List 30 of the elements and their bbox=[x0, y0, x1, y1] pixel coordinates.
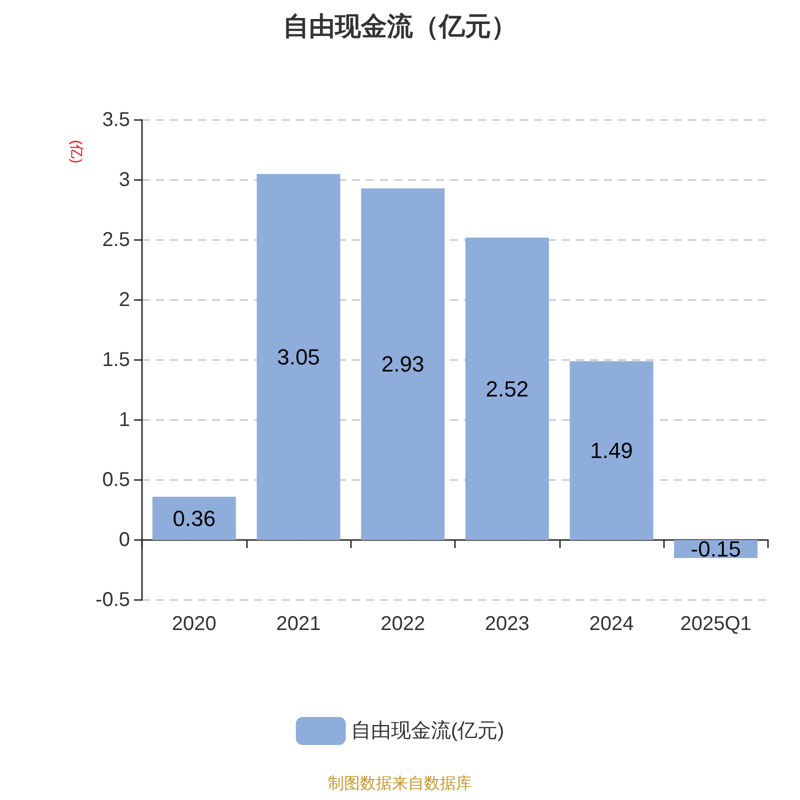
legend-label: 自由现金流(亿元) bbox=[350, 720, 504, 742]
y-tick-label: 1 bbox=[118, 409, 130, 431]
x-tick-label: 2021 bbox=[276, 613, 321, 635]
y-tick-label: 3.5 bbox=[102, 109, 130, 131]
y-axis-title: (亿) bbox=[69, 140, 85, 164]
y-tick-label: -0.5 bbox=[96, 589, 130, 611]
chart-title: 自由现金流（亿元） bbox=[283, 11, 517, 41]
bar bbox=[465, 238, 549, 540]
data-label: 1.49 bbox=[590, 438, 633, 464]
data-label: 2.52 bbox=[486, 376, 529, 402]
bar bbox=[570, 361, 654, 540]
x-tick-label: 2023 bbox=[484, 613, 530, 635]
y-tick-label: 0 bbox=[118, 529, 130, 551]
y-tick-label: 1.5 bbox=[102, 349, 130, 371]
y-tick-label: 2 bbox=[118, 289, 130, 311]
data-label: 0.36 bbox=[172, 506, 216, 531]
bar bbox=[152, 496, 236, 540]
x-tick-label: 2020 bbox=[172, 613, 216, 635]
data-label: 3.05 bbox=[277, 344, 320, 370]
y-tick-label: 3 bbox=[118, 169, 130, 191]
data-label: -0.15 bbox=[690, 536, 741, 562]
bar bbox=[256, 174, 340, 540]
y-tick-label: 2.5 bbox=[102, 229, 130, 251]
x-tick-label: 2024 bbox=[589, 613, 634, 635]
data-label: 2.93 bbox=[381, 352, 424, 377]
text: 制图数据来自数据库 bbox=[328, 774, 472, 792]
x-tick-label: 2022 bbox=[380, 613, 426, 635]
bar bbox=[361, 188, 445, 540]
y-tick-label: 0.5 bbox=[102, 469, 130, 491]
x-tick-label: 2025Q1 bbox=[680, 613, 752, 635]
